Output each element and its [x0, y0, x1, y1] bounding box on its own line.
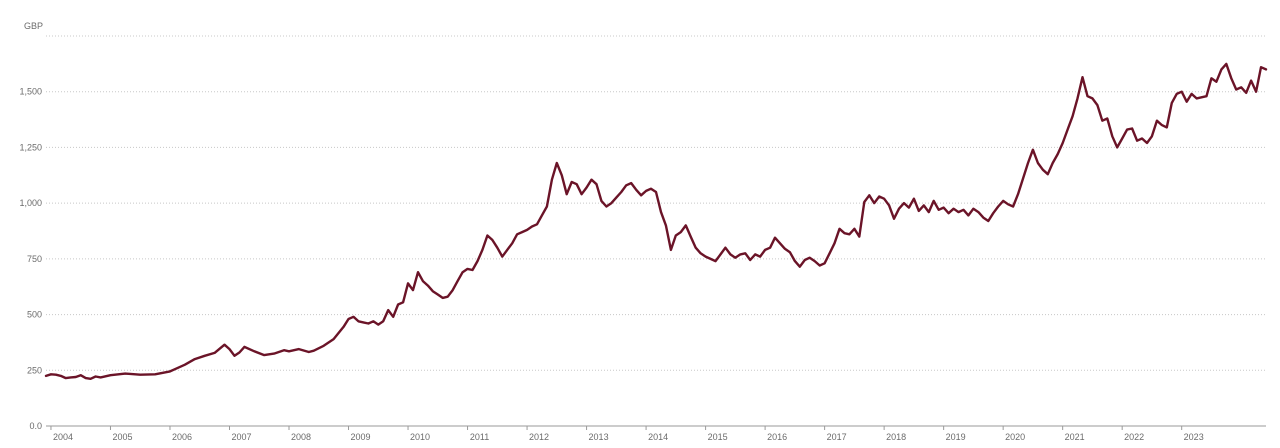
price-series-line [44, 62, 1268, 380]
x-tick-label: 2014 [648, 432, 668, 442]
y-tick-label: 1,000 [19, 198, 42, 208]
y-tick-label: 750 [27, 254, 42, 264]
x-tick-label: 2006 [172, 432, 192, 442]
x-tick-label: 2022 [1124, 432, 1144, 442]
x-tick-label: 2011 [470, 432, 489, 442]
y-tick-label: 500 [27, 310, 42, 320]
x-tick-label: 2008 [291, 432, 311, 442]
x-tick-label: 2015 [708, 432, 728, 442]
x-tick-label: 2005 [112, 432, 132, 442]
x-tick-label: 2023 [1184, 432, 1204, 442]
x-tick-label: 2013 [589, 432, 609, 442]
x-tick-label: 2012 [529, 432, 549, 442]
y-tick-label: 250 [27, 365, 42, 375]
x-tick-label: 2007 [231, 432, 251, 442]
x-tick-label: 2010 [410, 432, 430, 442]
x-tick-label: 2018 [886, 432, 906, 442]
grid-lines [46, 35, 1266, 371]
x-tick-label: 2021 [1065, 432, 1085, 442]
x-tick-label: 2020 [1005, 432, 1025, 442]
x-tick-label: 2004 [53, 432, 73, 442]
y-axis-tick-labels: 0.0 250 500 750 1,000 1,250 1,500 [19, 87, 42, 431]
x-tick-label: 2019 [946, 432, 966, 442]
y-tick-label: 1,500 [19, 87, 42, 97]
x-tick-label: 2009 [351, 432, 371, 442]
y-tick-label: 1,250 [19, 142, 42, 152]
x-tick-label: 2017 [827, 432, 847, 442]
y-tick-label: 0.0 [29, 421, 42, 431]
y-axis-unit-label: GBP [24, 21, 43, 31]
x-axis-tick-labels: 2004 2005 2006 2007 2008 2009 2010 2011 2012 2013… [50, 426, 1204, 442]
x-tick-label: 2016 [767, 432, 787, 442]
